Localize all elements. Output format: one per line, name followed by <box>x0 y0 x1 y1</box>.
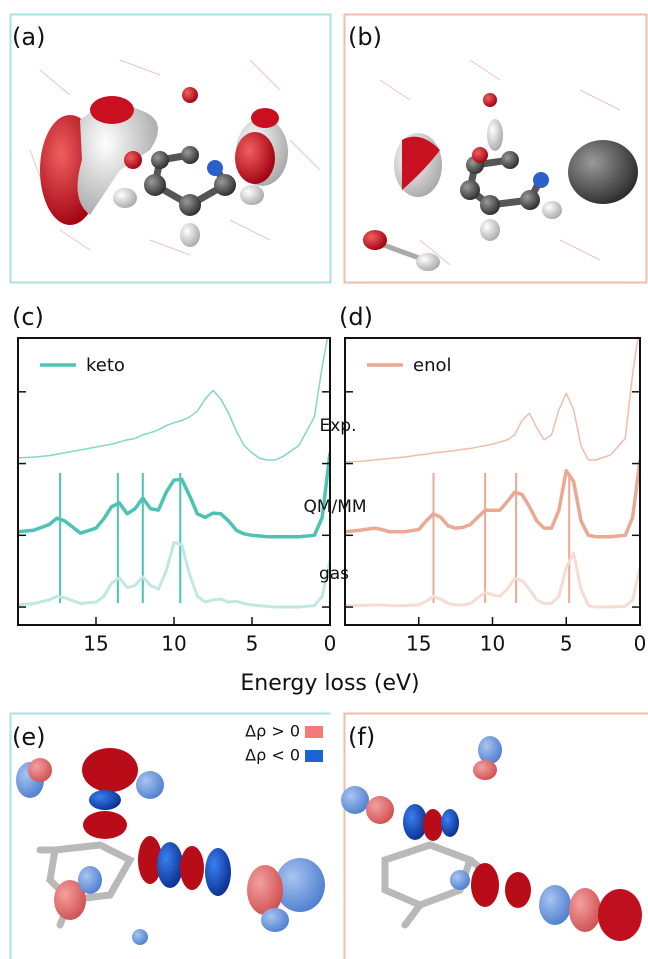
panel-label: (e) <box>12 723 46 751</box>
x-tick-label: 15 <box>83 632 108 656</box>
panel-label: (f) <box>348 723 375 751</box>
plot-frame <box>345 338 640 625</box>
x-tick-label: 5 <box>246 632 259 656</box>
series-line <box>345 553 640 607</box>
panel-label: (a) <box>12 23 45 51</box>
panel-a: (a) <box>11 15 331 283</box>
series-line <box>18 453 330 537</box>
series-annotation: gas <box>319 564 349 584</box>
panel-label: (b) <box>348 23 382 51</box>
panel-label: (c) <box>12 303 44 331</box>
panel-label: (d) <box>339 303 373 331</box>
x-axis-label: Energy loss (eV) <box>240 671 419 696</box>
legend-swatch <box>305 750 323 762</box>
series-line <box>345 460 640 537</box>
series-line <box>18 324 330 460</box>
legend-swatch <box>305 726 323 738</box>
legend-label: Δρ > 0 <box>245 722 300 741</box>
x-tick-label: 0 <box>634 632 647 656</box>
x-tick-label: 10 <box>161 632 186 656</box>
legend-label: keto <box>86 355 125 376</box>
legend-label: Δρ < 0 <box>245 746 300 765</box>
panel-f: (f) <box>341 714 648 959</box>
x-tick-label: 10 <box>480 632 505 656</box>
series-annotation: QM/MM <box>303 497 366 517</box>
spectra: 15 10 5 0 keto (c) 15 10 5 0 enol (d) <box>12 303 646 656</box>
legend-label: enol <box>413 355 452 376</box>
x-tick-label: 15 <box>406 632 431 656</box>
density-legend: Δρ > 0 Δρ < 0 <box>245 722 323 765</box>
series-annotation: Exp. <box>320 416 357 436</box>
series-line <box>18 542 330 607</box>
x-tick-label: 0 <box>324 632 337 656</box>
x-tick-label: 5 <box>560 632 573 656</box>
panel-b: (b) <box>345 15 647 283</box>
series-line <box>345 324 640 462</box>
figure: (a) (b) <box>0 0 648 959</box>
